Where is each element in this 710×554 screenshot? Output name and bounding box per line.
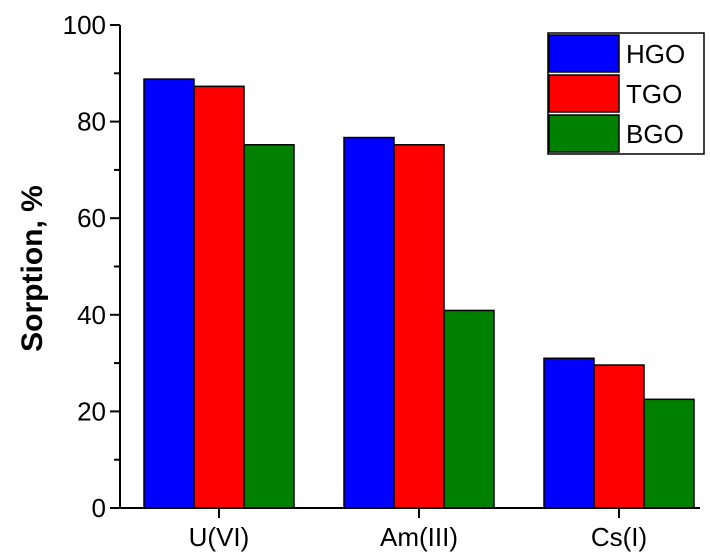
bar-hgo-am-iii bbox=[343, 136, 395, 509]
bars-layer bbox=[143, 78, 695, 509]
y-tick-label-20: 20 bbox=[77, 396, 106, 426]
legend: HGO TGO BGO bbox=[547, 32, 705, 155]
legend-label-tgo: TGO bbox=[626, 79, 682, 109]
legend-label-bgo: BGO bbox=[626, 119, 684, 149]
bar-hgo-u-vi bbox=[143, 78, 195, 509]
bar-tgo-u-vi bbox=[193, 85, 245, 509]
bar-hgo-cs-i bbox=[543, 357, 595, 509]
legend-swatch-tgo bbox=[548, 74, 620, 113]
bar-tgo-cs-i bbox=[593, 364, 645, 509]
x-tick-label-u-vi: U(VI) bbox=[189, 522, 250, 552]
legend-swatch-bgo bbox=[548, 114, 620, 153]
bar-bgo-u-vi bbox=[243, 144, 295, 509]
y-tick-label-80: 80 bbox=[77, 107, 106, 137]
x-tick-label-am-iii: Am(III) bbox=[380, 522, 458, 552]
y-axis-title: Sorption, % bbox=[16, 185, 49, 352]
labels-layer: 0 20 40 60 80 100 U(VI) Am(III) Cs(I) Sorption, % bbox=[16, 10, 647, 552]
axes-layer bbox=[110, 24, 700, 518]
legend-swatch-hgo bbox=[548, 34, 620, 73]
y-tick-label-0: 0 bbox=[92, 493, 106, 523]
bar-bgo-cs-i bbox=[643, 398, 695, 509]
bar-tgo-am-iii bbox=[393, 144, 445, 509]
legend-label-hgo: HGO bbox=[626, 39, 685, 69]
y-tick-label-100: 100 bbox=[63, 10, 106, 40]
y-tick-label-60: 60 bbox=[77, 203, 106, 233]
x-tick-label-cs-i: Cs(I) bbox=[591, 522, 647, 552]
y-tick-label-40: 40 bbox=[77, 300, 106, 330]
bar-bgo-am-iii bbox=[443, 309, 495, 509]
